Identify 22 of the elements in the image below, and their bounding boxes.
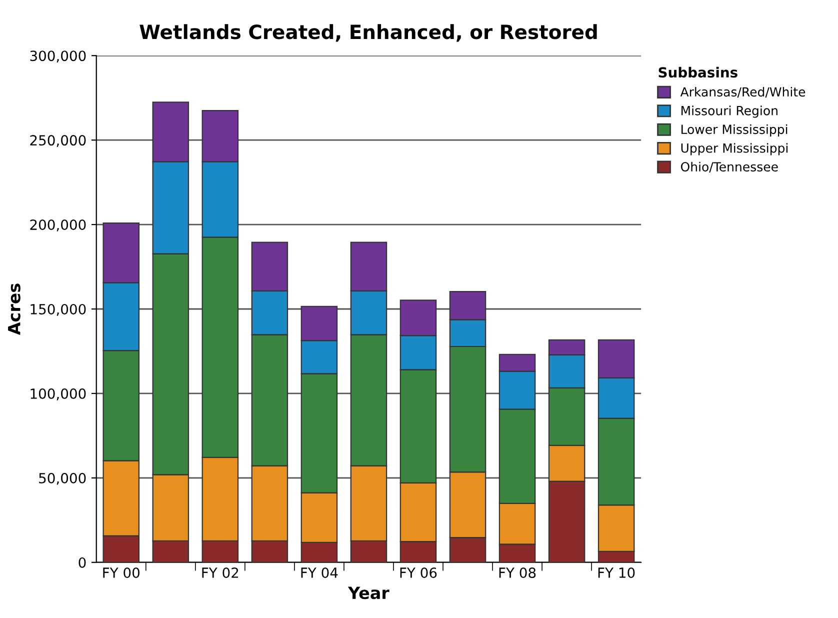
x-axis-title: Year (348, 586, 390, 600)
y-tick-label: 200,000 (30, 220, 86, 232)
legend-label: Missouri Region (681, 106, 778, 118)
y-tick-label: 250,000 (30, 135, 86, 147)
y-tick-label: 150,000 (30, 304, 86, 316)
y-axis-title: Acres (8, 284, 20, 336)
x-tick-label: FY 00 (103, 567, 140, 578)
y-tick-label: 50,000 (39, 472, 86, 485)
x-tick-label: FY 02 (202, 567, 238, 578)
legend-label: Ohio/Tennessee (680, 162, 778, 172)
legend-label: Lower Mississippi (681, 124, 788, 136)
x-tick-label: FY 10 (598, 567, 635, 578)
y-tick-label: 100,000 (30, 388, 86, 400)
chart-title: Wetlands Created, Enhanced, or Restored (140, 24, 597, 42)
x-tick-label: FY 08 (499, 567, 536, 578)
y-tick-label: 0 (78, 557, 86, 568)
x-tick-label: FY 06 (400, 567, 437, 578)
legend-title: Subbasins (658, 66, 738, 78)
legend-label: Upper Mississippi (681, 143, 788, 156)
x-tick-label: FY 04 (301, 567, 338, 578)
legend-label: Arkansas/Red/White (680, 86, 806, 98)
y-tick-label: 300,000 (30, 50, 86, 63)
